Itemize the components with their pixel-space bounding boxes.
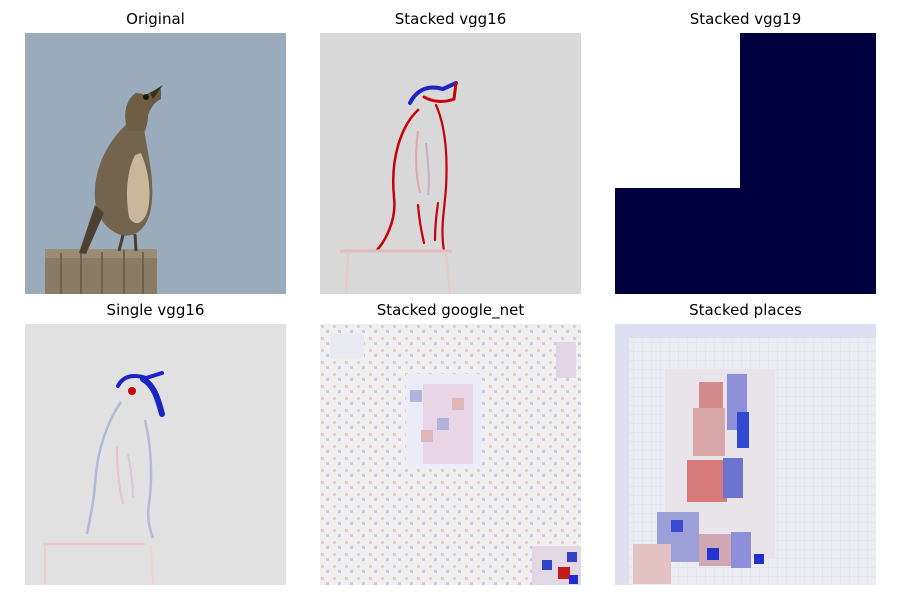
saliency-map <box>25 324 286 585</box>
saliency-map <box>320 33 581 294</box>
panel-title: Original <box>126 10 185 28</box>
saliency-map-coarse <box>615 324 876 585</box>
panel-title: Stacked places <box>689 301 802 319</box>
panel-title: Stacked google_net <box>376 301 525 319</box>
saliency-map-noisy <box>320 324 581 585</box>
panel-title: Single vgg16 <box>106 301 205 319</box>
panel-title: Stacked vgg19 <box>689 10 802 28</box>
panel-title: Stacked vgg16 <box>394 10 507 28</box>
saliency-map-blocks <box>615 33 876 294</box>
bird-photo <box>25 33 286 294</box>
